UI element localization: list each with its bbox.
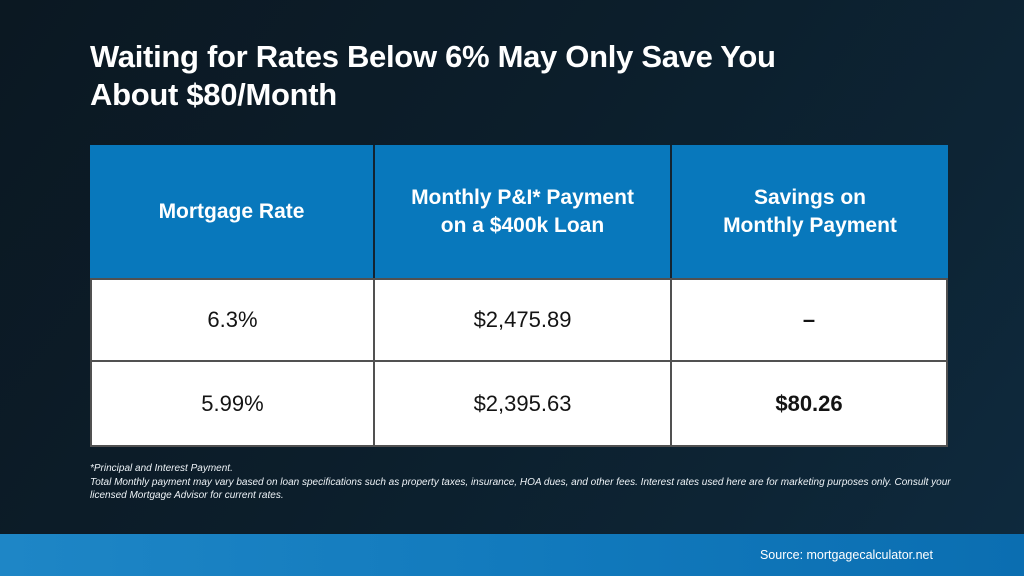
page-title: Waiting for Rates Below 6% May Only Save… bbox=[90, 39, 776, 112]
source-bar: Source: mortgagecalculator.net bbox=[0, 534, 1024, 576]
table-cell-rate-row1: 6.3% bbox=[90, 278, 375, 362]
column-header-savings: Savings on Monthly Payment bbox=[672, 145, 948, 278]
table-cell-payment-row1: $2,475.89 bbox=[375, 278, 672, 362]
footnote-disclaimer: *Principal and Interest Payment. Total M… bbox=[90, 463, 951, 501]
column-header-monthly-payment: Monthly P&I* Payment on a $400k Loan bbox=[375, 145, 672, 278]
table-cell-savings-row2: $80.26 bbox=[672, 362, 948, 447]
table-cell-rate-row2: 5.99% bbox=[90, 362, 375, 447]
table-cell-savings-row1: – bbox=[672, 278, 948, 362]
table-cell-payment-row2: $2,395.63 bbox=[375, 362, 672, 447]
source-attribution: Source: mortgagecalculator.net bbox=[759, 548, 933, 562]
rate-comparison-table: Mortgage Rate Monthly P&I* Payment on a … bbox=[90, 145, 948, 447]
column-header-mortgage-rate: Mortgage Rate bbox=[90, 145, 375, 278]
